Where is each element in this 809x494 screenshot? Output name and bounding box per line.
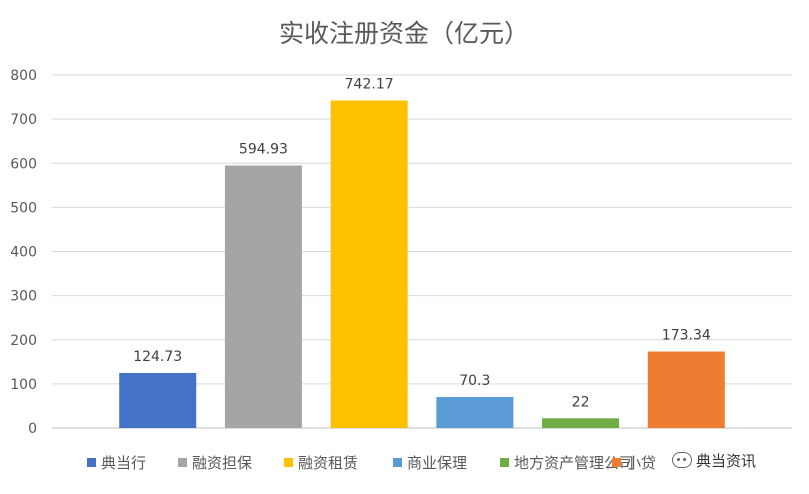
y-axis: 0 100 200 300 400 500 600 700 800 (10, 68, 37, 437)
legend-swatch (393, 458, 402, 467)
bar-6 (647, 351, 725, 428)
y-tick-label: 700 (10, 112, 37, 128)
legend-label: 融资租赁 (298, 454, 358, 472)
legend-swatch (500, 458, 509, 467)
bar-4 (436, 396, 514, 428)
legend-label: 小贷 (626, 454, 656, 472)
legend-swatch (178, 458, 187, 467)
y-tick-label: 100 (10, 377, 37, 393)
bar-2 (224, 165, 302, 429)
bar-5 (542, 418, 620, 428)
y-tick-label: 400 (10, 245, 37, 261)
data-label: 594.93 (239, 141, 288, 157)
legend-label: 融资担保 (192, 454, 252, 472)
bar-3 (330, 100, 408, 428)
y-tick-label: 300 (10, 289, 37, 305)
chart-title: 实收注册资金（亿元） (279, 19, 529, 48)
y-tick-label: 800 (10, 68, 37, 84)
watermark-text: 典当资讯 (696, 451, 757, 470)
y-tick-label: 0 (28, 421, 37, 437)
wechat-icon (672, 452, 692, 468)
y-tick-label: 600 (10, 156, 37, 172)
bar-1 (119, 372, 197, 428)
watermark: 典当资讯 (668, 447, 763, 473)
data-label: 173.34 (662, 328, 711, 344)
legend-label: 商业保理 (407, 454, 467, 472)
data-label: 22 (572, 394, 590, 410)
data-label: 742.17 (345, 77, 394, 93)
y-tick-label: 200 (10, 333, 37, 349)
data-label: 124.73 (133, 349, 182, 365)
legend-swatch (612, 458, 621, 467)
legend-swatch (87, 458, 96, 467)
legend-label: 典当行 (101, 454, 146, 472)
legend-label: 地方资产管理公司 (514, 454, 634, 472)
legend-swatch (284, 458, 293, 467)
data-label: 70.3 (459, 373, 490, 389)
y-tick-label: 500 (10, 200, 37, 216)
data-labels: 124.73 594.93 742.17 70.3 22 173.34 (133, 77, 711, 411)
bars (119, 100, 725, 429)
